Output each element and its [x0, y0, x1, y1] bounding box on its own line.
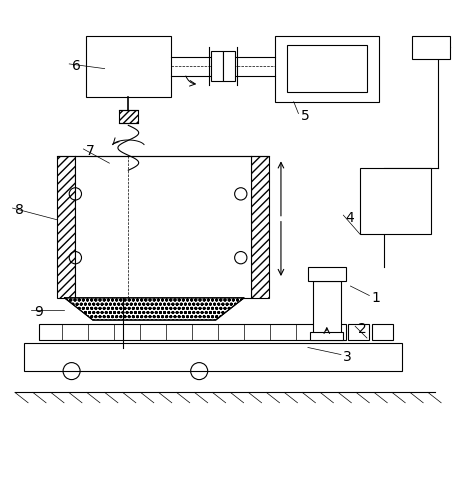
Bar [57, 156, 75, 298]
Bar [348, 324, 369, 340]
Bar [24, 343, 402, 371]
Text: 2: 2 [357, 321, 366, 336]
Text: 6: 6 [72, 59, 81, 73]
Text: 3: 3 [343, 350, 352, 364]
Text: 4: 4 [346, 210, 355, 225]
Text: 9: 9 [34, 305, 43, 319]
Bar [211, 51, 223, 81]
Bar [310, 332, 343, 340]
Bar [287, 45, 367, 92]
Bar [360, 168, 431, 234]
Bar [119, 110, 138, 123]
Text: 5: 5 [301, 109, 310, 123]
Bar [86, 36, 171, 97]
Bar [313, 281, 341, 333]
Text: 8: 8 [15, 204, 24, 217]
Bar [38, 324, 346, 340]
Bar [223, 51, 235, 81]
Bar [372, 324, 393, 340]
Bar [75, 156, 251, 298]
Polygon shape [64, 298, 244, 320]
Text: 1: 1 [372, 291, 381, 305]
Bar [275, 36, 379, 102]
Bar [308, 267, 346, 281]
Text: 7: 7 [86, 144, 94, 158]
Bar [412, 36, 450, 59]
Bar [251, 156, 269, 298]
